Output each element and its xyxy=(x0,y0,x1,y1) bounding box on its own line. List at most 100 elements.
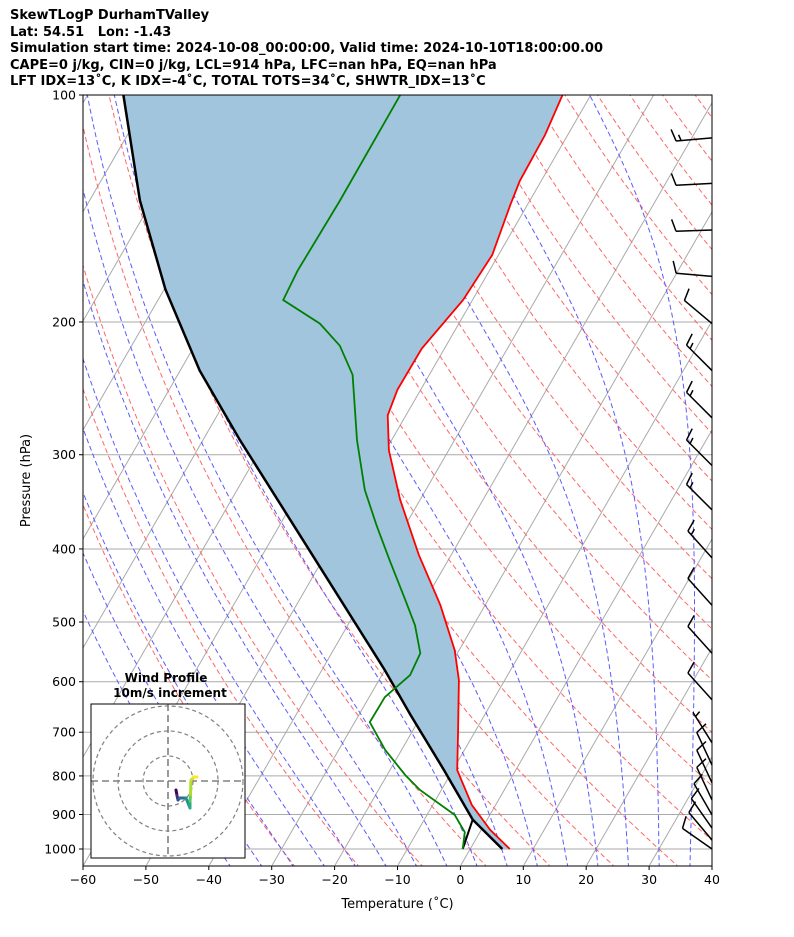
wind-barb xyxy=(670,219,713,232)
wind-barb-full xyxy=(685,333,693,346)
wind-barb-staff xyxy=(676,272,713,278)
wind-barb-full xyxy=(681,816,687,829)
dry-adiabat-line xyxy=(466,95,712,435)
wind-barb-staff xyxy=(683,299,713,325)
wind-barb xyxy=(693,773,713,816)
moist-adiabat-line xyxy=(459,95,660,866)
y-tick-label: 900 xyxy=(52,807,76,822)
wind-barb-staff xyxy=(676,137,713,142)
wind-barb-full xyxy=(687,519,695,532)
wind-barb-staff xyxy=(687,530,713,559)
title-line-cape: CAPE=0 j/kg, CIN=0 j/kg, LCL=914 hPa, LF… xyxy=(10,57,497,73)
moist-adiabat-line xyxy=(361,95,629,866)
dry-adiabat-line xyxy=(368,95,712,580)
hodograph-segment xyxy=(189,778,193,797)
dry-adiabat-line xyxy=(336,95,712,630)
wind-barb-staff xyxy=(676,182,713,187)
isotherm-line xyxy=(460,428,712,866)
dry-adiabat-line xyxy=(661,95,712,162)
wind-barb-full xyxy=(685,380,693,393)
wind-barb-full xyxy=(685,428,693,441)
moist-adiabat-line xyxy=(83,491,294,866)
y-tick-label: 400 xyxy=(52,541,76,556)
isotherm-line xyxy=(83,95,214,322)
y-axis-label: Pressure (hPa) xyxy=(19,434,34,527)
x-tick-label: −10 xyxy=(384,872,410,887)
wind-barb-staff xyxy=(696,732,713,766)
cape-cin-shading xyxy=(123,95,563,849)
moist-adiabat-line xyxy=(83,187,418,866)
parcel-profile-line xyxy=(122,95,504,850)
isotherm-line xyxy=(208,95,655,866)
wind-barb xyxy=(683,288,713,325)
wind-barb xyxy=(687,519,713,559)
wind-barb-full xyxy=(696,740,707,751)
wind-barb-staff xyxy=(687,625,713,654)
wind-barb-staff xyxy=(687,672,713,701)
isotherm-line xyxy=(397,319,712,866)
wind-barb-staff xyxy=(675,229,713,232)
wind-barb-half xyxy=(689,342,694,349)
wind-barb-full xyxy=(687,661,695,674)
chart-title: SkewTLogP DurhamTValley Lat: 54.51 Lon: -… xyxy=(10,8,603,91)
wind-barb-full xyxy=(672,260,677,274)
wind-barb-staff xyxy=(696,767,713,801)
title-line-station: SkewTLogP DurhamTValley xyxy=(10,8,210,23)
wind-barb xyxy=(681,816,713,850)
lcl-mixing-line xyxy=(461,819,474,850)
wind-barb xyxy=(696,723,713,766)
y-tick-label: 600 xyxy=(52,674,76,689)
wind-barb-staff xyxy=(688,811,713,841)
hodograph-plot xyxy=(91,704,245,858)
hodograph-frame xyxy=(90,703,246,859)
wind-barb-half xyxy=(689,481,694,489)
dewpoint-line xyxy=(282,95,466,850)
isotherm-line xyxy=(271,101,712,866)
wind-barb xyxy=(685,333,713,372)
y-tick-label: 1000 xyxy=(44,842,76,857)
wind-barb-staff xyxy=(686,391,713,419)
wind-barb-full xyxy=(688,801,697,813)
wind-barb-full xyxy=(683,288,690,301)
dry-adiabat-line xyxy=(303,95,712,681)
moist-adiabat-line xyxy=(83,278,387,866)
wind-barb xyxy=(696,758,713,801)
dry-adiabat-line xyxy=(83,123,487,866)
x-tick-label: 10 xyxy=(515,872,531,887)
dry-adiabat-line xyxy=(434,95,712,482)
hodograph-subtitle: 10m/s increment xyxy=(113,686,227,700)
wind-barb xyxy=(685,472,713,511)
title-line-times: Simulation start time: 2024-10-08_00:00:… xyxy=(10,41,603,57)
title-line-location: Lat: 54.51 Lon: -1.43 xyxy=(10,24,172,40)
dry-adiabat-line xyxy=(108,95,551,866)
wind-barb xyxy=(688,801,713,841)
wind-barb-half xyxy=(677,134,682,141)
wind-barb-half xyxy=(690,528,696,536)
moist-adiabat-line xyxy=(286,95,599,866)
wind-barb xyxy=(687,567,713,606)
wind-barb-full xyxy=(696,723,707,734)
x-axis-label: Temperature (˚C) xyxy=(340,896,453,912)
wind-barb-full xyxy=(690,787,700,799)
dry-adiabat-line xyxy=(401,95,712,531)
isotherm-line xyxy=(649,755,712,866)
wind-barb-full xyxy=(687,567,695,579)
dry-adiabat-line xyxy=(629,95,712,206)
hodograph-title: Wind Profile xyxy=(125,671,208,685)
x-tick-label: 20 xyxy=(578,872,594,887)
y-tick-label: 500 xyxy=(52,615,76,630)
isotherm-line xyxy=(586,646,712,866)
wind-barb-half xyxy=(689,389,694,397)
dry-adiabat-line xyxy=(715,78,794,868)
wind-barb-full xyxy=(685,472,693,485)
wind-barb-full xyxy=(696,758,707,768)
isotherm-line xyxy=(713,95,794,865)
wind-barb xyxy=(685,380,713,419)
wind-barb-staff xyxy=(696,749,713,784)
wind-barb-half xyxy=(689,437,694,444)
y-tick-label: 300 xyxy=(52,447,76,462)
title-line-indices: LFT IDX=13˚C, K IDX=-4˚C, TOTAL TOTS=34˚… xyxy=(10,74,486,90)
wind-barb-full xyxy=(670,173,677,186)
wind-barb-staff xyxy=(686,439,713,467)
wind-barb xyxy=(672,260,713,278)
